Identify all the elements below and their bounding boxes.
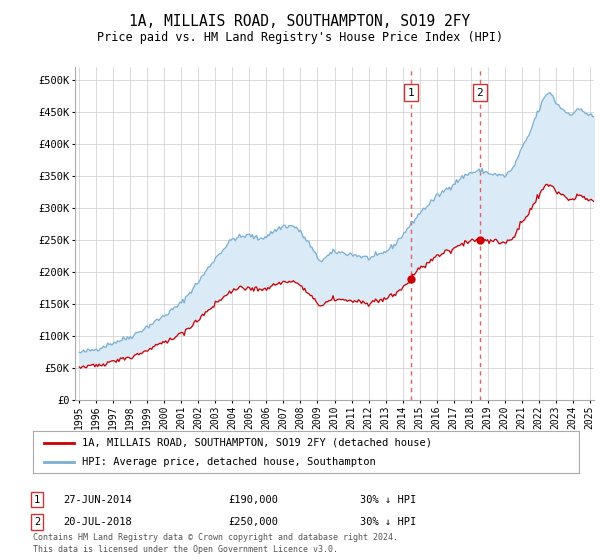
Text: £250,000: £250,000 <box>228 517 278 527</box>
Text: 30% ↓ HPI: 30% ↓ HPI <box>360 494 416 505</box>
Text: Price paid vs. HM Land Registry's House Price Index (HPI): Price paid vs. HM Land Registry's House … <box>97 31 503 44</box>
Text: 1: 1 <box>34 494 40 505</box>
Text: HPI: Average price, detached house, Southampton: HPI: Average price, detached house, Sout… <box>82 457 376 467</box>
Text: 30% ↓ HPI: 30% ↓ HPI <box>360 517 416 527</box>
Text: This data is licensed under the Open Government Licence v3.0.: This data is licensed under the Open Gov… <box>33 545 338 554</box>
Text: £190,000: £190,000 <box>228 494 278 505</box>
Text: 20-JUL-2018: 20-JUL-2018 <box>63 517 132 527</box>
Text: 1A, MILLAIS ROAD, SOUTHAMPTON, SO19 2FY (detached house): 1A, MILLAIS ROAD, SOUTHAMPTON, SO19 2FY … <box>82 437 432 447</box>
Text: 27-JUN-2014: 27-JUN-2014 <box>63 494 132 505</box>
Text: Contains HM Land Registry data © Crown copyright and database right 2024.: Contains HM Land Registry data © Crown c… <box>33 533 398 542</box>
Text: 2: 2 <box>34 517 40 527</box>
Text: 1A, MILLAIS ROAD, SOUTHAMPTON, SO19 2FY: 1A, MILLAIS ROAD, SOUTHAMPTON, SO19 2FY <box>130 14 470 29</box>
Text: 1: 1 <box>407 88 414 98</box>
Text: 2: 2 <box>476 88 484 98</box>
